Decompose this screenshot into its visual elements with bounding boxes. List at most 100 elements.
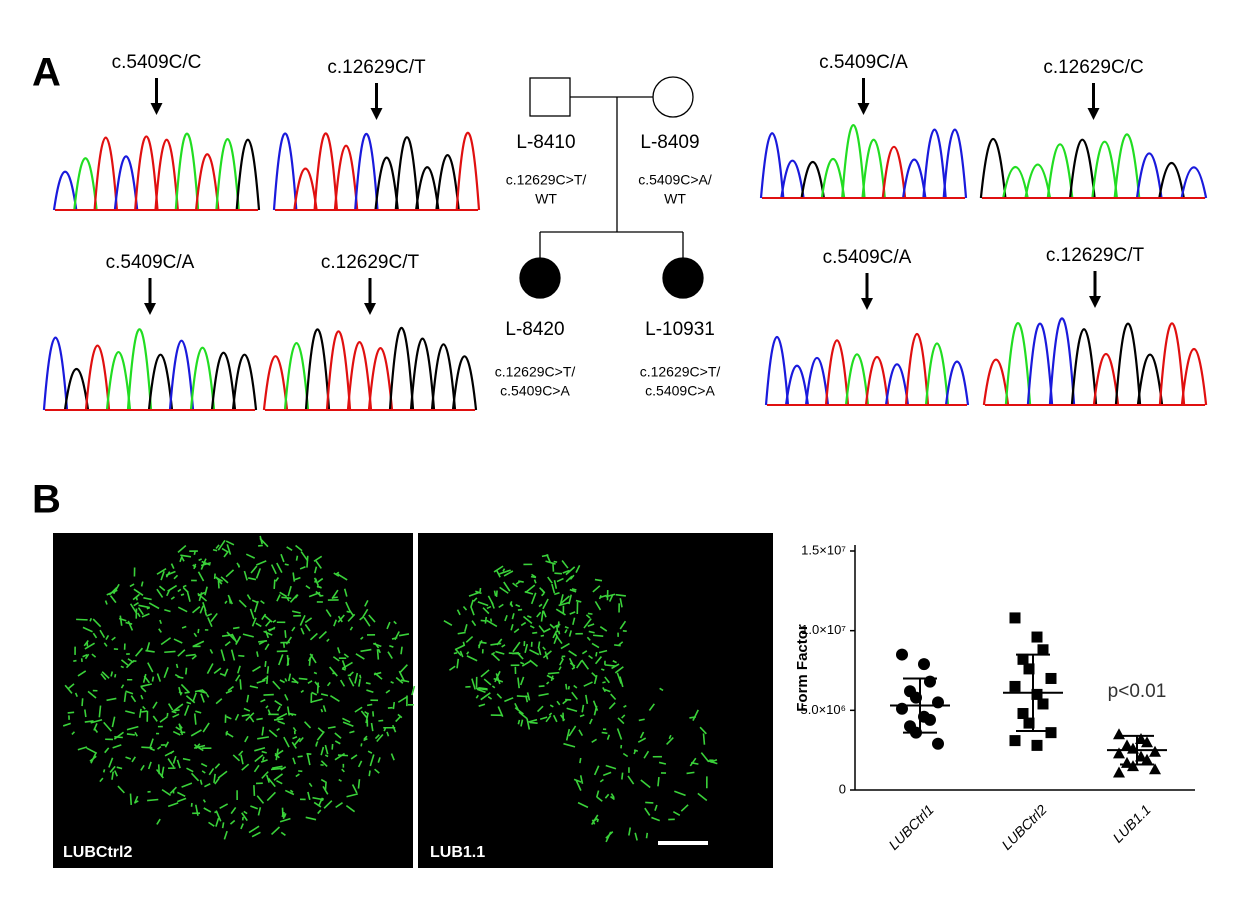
trace-peak [981,139,1006,198]
trace-peak [396,137,418,210]
trace-peak [436,155,458,210]
trace-peak [1138,355,1162,405]
mito-segment [233,627,239,628]
trace-peak [926,343,948,405]
mito-segment [121,666,124,667]
trace-peak [826,340,848,405]
trace-label: c.12629C/T [1046,245,1145,266]
mito-segment [530,722,538,723]
genotype: c.12629C>T/ [495,364,576,380]
mito-segment [238,656,244,657]
mito-segment [223,822,224,828]
trace-peak [212,353,235,410]
mito-segment [68,712,74,713]
trace-peak [285,343,308,410]
arrow-head [861,298,873,310]
trace-label: c.12629C/C [1043,57,1143,78]
trace-peak [216,139,238,210]
mito-segment [393,702,394,709]
mito-segment [186,668,187,675]
arrow-head [144,303,156,315]
mito-segment [164,651,175,652]
mito-segment [325,782,326,791]
mito-segment [541,635,544,636]
mito-segment [195,713,196,724]
mito-segment [292,682,299,683]
genotype: WT [664,191,686,207]
mito-segment [401,647,402,655]
trace-label: c.12629C/T [327,57,426,78]
trace-label: c.12629C/T [321,252,420,273]
panel-label: A [32,51,61,95]
trace-peak [766,337,788,405]
trace-peak [237,140,259,210]
trace-label: c.5409C/C [112,52,202,73]
mito-segment [532,633,537,634]
mito-segment [281,597,291,598]
mito-segment [593,635,603,636]
mito-segment [181,594,184,595]
arrow-head [364,303,376,315]
x-tick-label: LUBCtrl1 [885,801,936,852]
trace-peak [264,356,287,410]
mito-segment [687,772,695,773]
mito-segment [321,709,322,712]
point [1010,735,1021,746]
mito-segment [454,653,457,654]
trace-peak [128,329,151,410]
trace-peak [781,161,803,198]
mito-segment [481,620,487,621]
annotation: p<0.01 [1108,681,1167,702]
trace-peak [1094,354,1118,405]
mito-segment [538,641,539,648]
mito-segment [130,794,131,805]
trace-peak [1159,163,1184,198]
point [1046,673,1057,684]
trace-peak [906,334,928,405]
mito-segment [104,769,105,772]
mito-segment [338,755,348,756]
mito-segment [114,737,123,738]
arrow-head [858,103,870,115]
mito-segment [689,717,695,718]
mito-segment [658,777,659,786]
mito-segment [322,798,323,801]
mito-segment [347,611,350,612]
trace-peak [761,133,783,198]
point [1038,698,1049,709]
pedigree-id: L-8410 [516,132,575,153]
mito-segment [274,580,275,589]
mito-segment [256,719,262,720]
point [1113,728,1125,739]
y-axis-label: Form Factor [794,624,811,712]
trace-peak [416,167,438,210]
point [1010,612,1021,623]
genotype: c.5409C>A [500,383,570,399]
mito-segment [198,629,199,633]
mito-segment [127,734,135,735]
x-tick-label: LUB1.1 [1109,801,1153,845]
mito-segment [358,779,359,788]
mito-segment [569,686,570,689]
trace-peak [306,329,329,410]
trace-label: c.5409C/A [823,247,912,268]
genotype: WT [535,191,557,207]
trace-peak [1137,153,1162,198]
mito-segment [152,677,153,682]
trace-peak [95,138,117,210]
mito-segment [548,673,559,674]
trace-peak [294,169,316,210]
mito-segment [177,664,178,668]
mito-segment [377,649,378,659]
mito-segment [518,610,522,611]
mito-segment [299,678,308,679]
mito-segment [361,743,362,746]
mito-segment [554,562,557,563]
mito-segment [622,773,623,780]
mito-segment [588,613,593,614]
point [896,703,908,715]
mito-segment [263,757,264,761]
trace-peak [984,360,1008,405]
mito-segment [82,698,83,706]
